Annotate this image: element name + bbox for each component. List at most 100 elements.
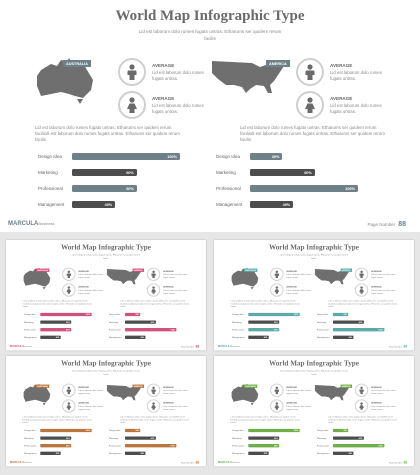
bar-label: Marketing (316, 436, 327, 440)
region-tag: AUSTRALIA (35, 384, 50, 388)
stat-text: Lid est laborum dolo rumes fugats untras… (330, 70, 382, 81)
bar: 30% (333, 312, 349, 317)
icon-circle (62, 267, 76, 281)
icon-circle (146, 383, 161, 397)
page-label: Page Number (388, 461, 403, 465)
region-tag: AUSTRALIA (243, 384, 258, 388)
icon-circle (62, 399, 76, 413)
bar: 40% (248, 451, 269, 456)
bar: 30% (333, 428, 349, 433)
map-australia (23, 383, 51, 406)
brand-suffix: Business (232, 345, 240, 348)
icon-circle (146, 283, 161, 297)
bar-label: Professional (216, 186, 241, 191)
title: World Map Infographic Type (268, 243, 359, 252)
stat-heading: AVERAGE (163, 285, 174, 289)
bar: 40% (248, 335, 269, 340)
icon-circle (62, 283, 76, 297)
panel: AUSTRALIA AVERAGE Lid est laborum dolo ru… (6, 356, 106, 466)
bar-value: 40% (55, 452, 60, 455)
paragraph: Lid est laborum dolo rumes fugats untras… (22, 299, 92, 308)
stat-text: Lid est laborum dolo rumes fugats untras… (163, 405, 188, 411)
map-australia (37, 58, 93, 104)
stat-heading: AVERAGE (286, 269, 298, 273)
bar-label: Management (38, 202, 65, 207)
slide-variant: World Map Infographic Type Lid est labor… (6, 356, 206, 467)
page-number: Page Number88 (389, 461, 407, 464)
bar-label: Marketing (108, 320, 119, 324)
bar: 30% (250, 153, 283, 160)
bar: 100% (248, 312, 300, 317)
bar: 60% (40, 436, 72, 440)
page-number-value: 88 (403, 461, 408, 465)
bar-value: 100% (293, 313, 299, 316)
bar-label: Professional (108, 444, 121, 447)
stat-text: Lid est laborum dolo rumes fugats untras… (163, 289, 188, 295)
brand-name: MARCULA (9, 461, 25, 465)
person-icon (66, 286, 72, 294)
stat-text: Lid est laborum dolo rumes fugats untras… (152, 70, 204, 81)
subtitle: Lid est laborum dolo rumes fugats untras… (138, 29, 282, 41)
slide-variant: World Map Infographic Type Lid est labor… (214, 240, 414, 351)
bar-label: Management (316, 452, 330, 455)
bar-value: 60% (274, 328, 278, 331)
title: World Map Infographic Type (60, 243, 151, 252)
stat-text: Lid est laborum dolo rumes fugats untras… (286, 273, 312, 279)
bar: 100% (40, 428, 92, 433)
bar: 40% (333, 335, 354, 340)
region-tag: AMERICA (132, 384, 144, 388)
brand-suffix: Business (232, 461, 240, 464)
page-label: Page Number (367, 222, 396, 227)
icon-circle (270, 267, 284, 281)
stat-text: Lid est laborum dolo rumes fugats untras… (371, 405, 396, 411)
bar: 60% (40, 444, 72, 448)
stat-heading: AVERAGE (152, 96, 175, 101)
page-number-value: 88 (195, 461, 200, 465)
brand-suffix: Business (24, 461, 32, 464)
stat-text: Lid est laborum dolo rumes fugats untras… (78, 273, 104, 279)
stat-text: Lid est laborum dolo rumes fugats untras… (163, 273, 188, 279)
bar-label: Design Idea (216, 154, 241, 159)
bar: 100% (248, 428, 300, 433)
paragraph: Lid est laborum dolo rumes fugats untras… (22, 415, 92, 424)
bar-label: Professional (232, 444, 244, 447)
panel: AUSTRALIA AVERAGE Lid est laborum dolo ru… (214, 356, 314, 466)
stat-heading: AVERAGE (371, 385, 382, 389)
bar-value: 40% (282, 202, 291, 207)
bar-value: 30% (135, 429, 139, 432)
bar-label: Design Idea (316, 429, 329, 432)
bar-label: Design Idea (38, 154, 63, 159)
bar-value: 60% (66, 321, 70, 324)
stat-heading: AVERAGE (371, 401, 382, 405)
bar-value: 100% (85, 429, 91, 432)
bar-value: 60% (126, 186, 134, 191)
bar-label: Professional (24, 444, 36, 447)
map-america (212, 60, 286, 93)
paragraph: Lid est laborum dolo rumes fugats untras… (230, 299, 300, 308)
bar: 100% (333, 444, 385, 448)
bar-value: 30% (343, 429, 347, 432)
bar-label: Professional (38, 186, 63, 191)
bar-label: Marketing (216, 170, 236, 175)
person-icon (359, 270, 364, 279)
brand-suffix: Business (38, 221, 55, 226)
panel: AUSTRALIA AVERAGE Lid est laborum dolo ru… (0, 0, 210, 232)
brand: MARCULABusiness (218, 345, 240, 348)
slide-variant: World Map Infographic Type Lid est labor… (214, 356, 414, 467)
icon-circle (118, 58, 146, 86)
bar-label: Design Idea (232, 313, 244, 316)
region-tag: AMERICA (340, 384, 352, 388)
bar-label: Marketing (24, 436, 34, 440)
bar-label: Management (232, 336, 245, 339)
stat-text: Lid est laborum dolo rumes fugats untras… (78, 389, 104, 395)
bar-value: 60% (66, 444, 70, 447)
bar-value: 30% (271, 154, 280, 159)
person-icon (359, 402, 364, 410)
stat-text: Lid est laborum dolo rumes fugats untras… (78, 289, 104, 295)
brand-name: MARCULA (9, 345, 25, 349)
person-icon (151, 286, 156, 294)
bar: 60% (250, 169, 315, 176)
person-icon (151, 270, 156, 279)
bar: 40% (40, 451, 61, 456)
